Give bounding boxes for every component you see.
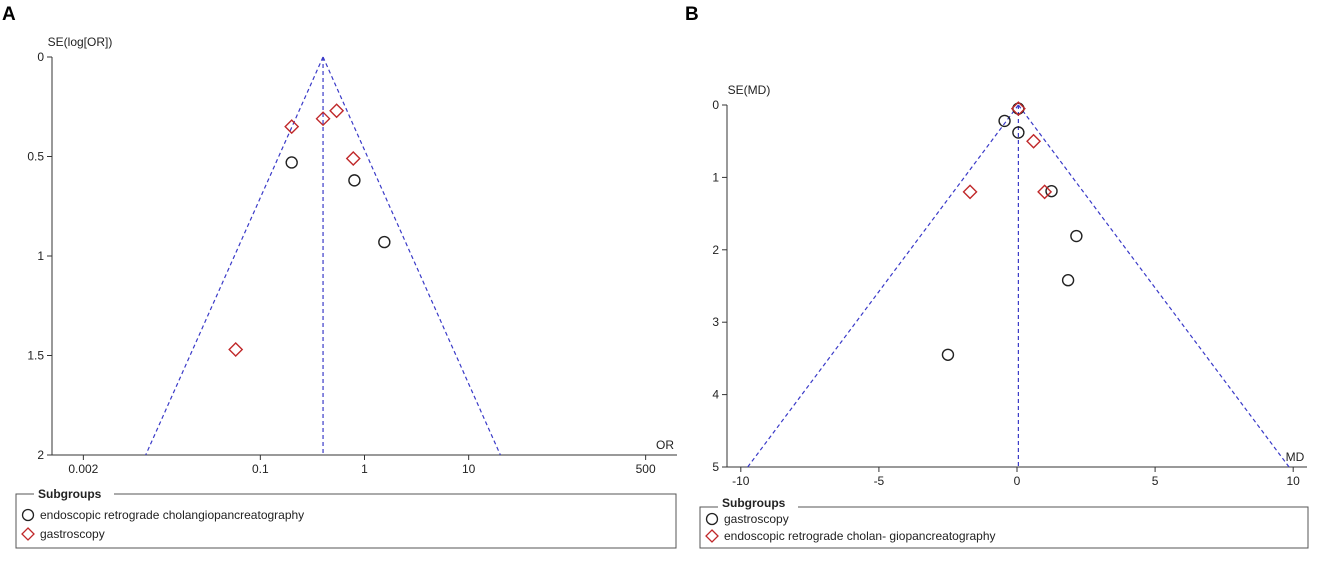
data-point-diamond bbox=[315, 111, 331, 127]
data-point-diamond bbox=[1037, 184, 1053, 200]
y-axis-label: SE(log[OR]) bbox=[48, 35, 113, 49]
y-tick-label: 1.5 bbox=[27, 349, 44, 363]
funnel-limit-left bbox=[145, 56, 324, 456]
y-tick-label: 1 bbox=[712, 170, 719, 184]
legend-title-a: Subgroups bbox=[38, 487, 102, 501]
x-tick-label: 10 bbox=[1287, 474, 1301, 488]
y-tick-label: 5 bbox=[712, 460, 719, 474]
data-point-circle bbox=[378, 235, 391, 249]
data-point-circle bbox=[348, 174, 361, 187]
y-tick-label: 0 bbox=[712, 98, 719, 112]
data-point-diamond bbox=[345, 151, 361, 166]
x-axis-label: OR bbox=[656, 438, 674, 452]
x-tick-label: 0.002 bbox=[68, 462, 98, 476]
legend-label-gastroscopy-b: gastroscopy bbox=[724, 512, 789, 526]
data-point-circle bbox=[285, 156, 298, 169]
y-axis-label: SE(MD) bbox=[728, 83, 771, 97]
funnel-plot-a: 0 0.5 1 1.5 2 0.002 0.1 1 10 500 SE(log[OR]) OR bbox=[27, 35, 677, 476]
data-point-circle bbox=[1070, 229, 1083, 243]
x-tick-label: 10 bbox=[462, 462, 476, 476]
data-point-diamond bbox=[329, 103, 345, 119]
data-point-circle bbox=[941, 348, 955, 361]
panel-letter-b: B bbox=[685, 4, 699, 25]
data-point-circle bbox=[998, 114, 1011, 128]
legend-marker-diamond-b bbox=[705, 529, 719, 543]
x-tick-label: 500 bbox=[636, 462, 656, 476]
x-tick-label: 0.1 bbox=[252, 462, 269, 476]
data-point-diamond bbox=[1010, 101, 1026, 117]
data-point-diamond bbox=[1026, 133, 1042, 149]
legend-marker-circle-b bbox=[705, 512, 719, 526]
legend-marker-circle-a bbox=[21, 508, 35, 522]
y-tick-label: 1 bbox=[37, 249, 44, 263]
data-point-diamond bbox=[228, 342, 244, 358]
x-tick-label: -10 bbox=[732, 474, 750, 488]
funnel-limit-right bbox=[1017, 104, 1290, 468]
legend-b: Subgroups gastroscopy endoscopic retrogr… bbox=[699, 496, 1309, 549]
legend-title-bg-a bbox=[34, 487, 114, 501]
y-tick-label: 0.5 bbox=[27, 150, 44, 164]
legend-marker-diamond-a bbox=[21, 527, 35, 541]
data-point-circle bbox=[1061, 274, 1075, 287]
legend-label-ercp-b: endoscopic retrograde cholan- giopancrea… bbox=[724, 529, 996, 543]
panel-letter-a: A bbox=[2, 4, 16, 25]
y-tick-label: 3 bbox=[712, 315, 719, 329]
data-point-diamond bbox=[284, 119, 300, 135]
x-tick-label: 1 bbox=[361, 462, 368, 476]
legend-title-b: Subgroups bbox=[722, 496, 786, 510]
data-point-circle bbox=[1012, 102, 1025, 115]
y-tick-label: 2 bbox=[712, 243, 719, 257]
y-tick-label: 2 bbox=[37, 448, 44, 462]
legend-box-a bbox=[15, 493, 677, 549]
legend-box-b bbox=[699, 506, 1309, 549]
legend-title-bg-b bbox=[718, 496, 798, 510]
x-axis-label: MD bbox=[1286, 450, 1305, 464]
data-point-circle bbox=[1012, 126, 1025, 139]
funnel-limit-left bbox=[747, 104, 1019, 468]
x-tick-label: 0 bbox=[1014, 474, 1021, 488]
data-point-diamond bbox=[962, 184, 978, 200]
data-point-circle bbox=[1045, 184, 1058, 198]
y-tick-label: 0 bbox=[37, 50, 44, 64]
funnel-limit-right bbox=[322, 56, 501, 456]
legend-label-gastroscopy-a: gastroscopy bbox=[40, 527, 105, 541]
legend-label-ercp-a: endoscopic retrograde cholangiopancreato… bbox=[40, 508, 304, 522]
y-tick-label: 4 bbox=[712, 388, 719, 402]
funnel-plot-b: 0 1 2 3 4 5 -10 -5 0 5 10 SE(MD) MD bbox=[712, 83, 1307, 488]
legend-a: Subgroups endoscopic retrograde cholangi… bbox=[15, 487, 677, 549]
x-tick-label: 5 bbox=[1152, 474, 1159, 488]
x-tick-label: -5 bbox=[874, 474, 885, 488]
